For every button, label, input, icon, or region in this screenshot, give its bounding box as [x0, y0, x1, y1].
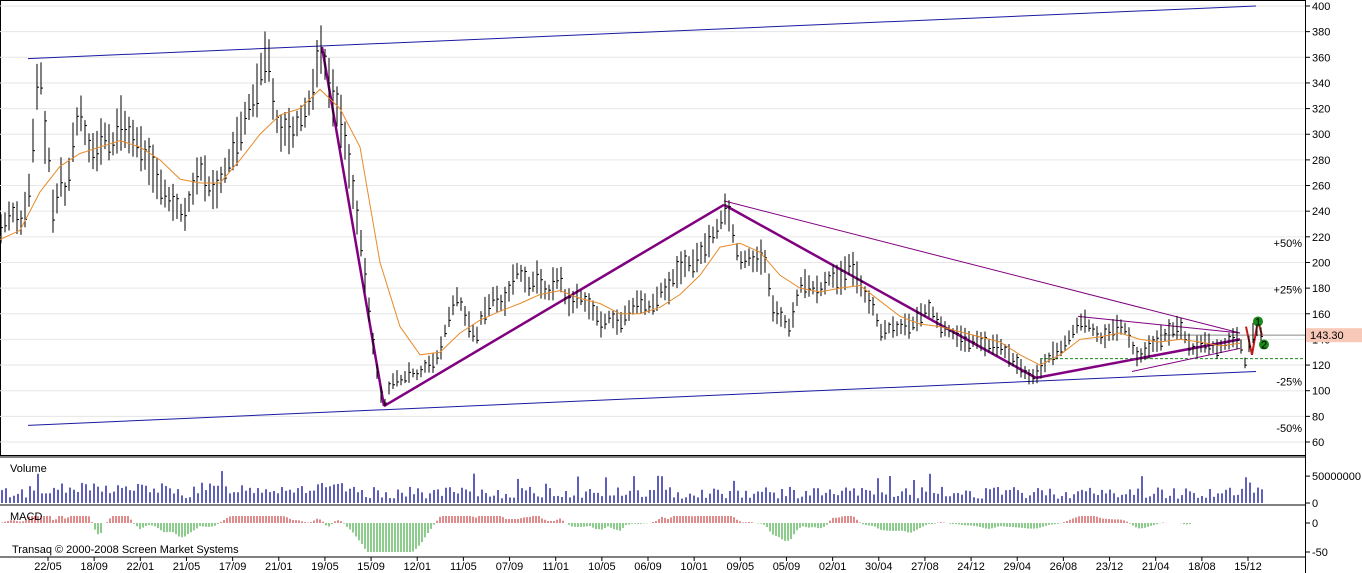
price-gridlines: [0, 5, 1305, 443]
wave-marker-label: 2: [1261, 340, 1267, 352]
price-tick-label: 160: [1312, 309, 1330, 321]
macd-label: MACD: [10, 511, 42, 523]
x-tick-label: 24/12: [957, 561, 985, 573]
price-tick-label: 60: [1312, 437, 1324, 449]
price-tick-label: 100: [1312, 386, 1330, 398]
macd-bars: [1, 516, 1191, 552]
wave-marker-label: 1: [1255, 316, 1261, 328]
price-tick-label: 280: [1312, 155, 1330, 167]
price-tick-label: 80: [1312, 411, 1324, 423]
price-tick-label: 260: [1312, 181, 1330, 193]
trendline: [27, 370, 1257, 426]
price-tick-label: 400: [1312, 1, 1330, 13]
volume-bars: [1, 471, 1263, 503]
trendline: [383, 203, 725, 408]
price-panel-border: [0, 0, 1306, 456]
x-tick-label: 30/04: [865, 561, 893, 573]
wave-marker: [1259, 339, 1269, 350]
trendline: [723, 200, 1241, 334]
trendlines: [27, 5, 1263, 426]
trendline: [320, 46, 386, 407]
price-tick-label: 360: [1312, 52, 1330, 64]
price-tick-label: 200: [1312, 257, 1330, 269]
price-bars: [0, 25, 1263, 407]
trendline: [27, 5, 1257, 60]
x-tick-label: 10/01: [680, 561, 708, 573]
percent-level-label: +50%: [1274, 238, 1303, 250]
trendline: [1131, 347, 1241, 372]
percent-level-label: -50%: [1276, 423, 1302, 435]
price-tick-label: 240: [1312, 206, 1330, 218]
last-price-box: [1306, 328, 1362, 343]
price-tick-label: 120: [1312, 360, 1330, 372]
x-tick-label: 05/09: [773, 561, 801, 573]
x-tick-label: 15/12: [1234, 561, 1262, 573]
x-tick-label: 21/04: [1142, 561, 1170, 573]
x-tick-label: 22/01: [127, 561, 155, 573]
moving-average-line: [0, 88, 1241, 366]
trendline: [1077, 315, 1241, 334]
volume-tick-label: 0: [1312, 498, 1318, 510]
percent-level-label: -25%: [1276, 377, 1302, 389]
x-tick-label: 09/05: [727, 561, 755, 573]
x-tick-label: 21/05: [173, 561, 201, 573]
panel-frames: [0, 0, 1306, 573]
trendline: [723, 203, 1037, 379]
axis-labels: 6080100120140160180200220240260280300320…: [34, 1, 1362, 573]
x-tick-label: 15/09: [357, 561, 385, 573]
price-tick-label: 380: [1312, 27, 1330, 39]
x-tick-label: 27/08: [911, 561, 939, 573]
x-tick-label: 26/08: [1050, 561, 1078, 573]
copyright-text: Transaq © 2000-2008 Screen Market System…: [12, 544, 239, 556]
x-tick-label: 22/05: [34, 561, 62, 573]
trendline: [1035, 338, 1241, 380]
x-tick-label: 29/04: [1003, 561, 1031, 573]
price-tick-label: 220: [1312, 232, 1330, 244]
x-tick-label: 02/01: [819, 561, 847, 573]
moving-average: [0, 88, 1241, 366]
x-tick-label: 18/08: [1188, 561, 1216, 573]
last-price-label: 143.30: [1310, 330, 1344, 342]
x-tick-label: 19/05: [311, 561, 339, 573]
x-tick-label: 21/01: [265, 561, 293, 573]
percent-level-label: +25%: [1274, 284, 1303, 296]
price-tick-label: 300: [1312, 129, 1330, 141]
x-tick-label: 06/09: [634, 561, 662, 573]
macd-tick-label: 0: [1312, 518, 1318, 530]
x-tick-label: 18/09: [80, 561, 108, 573]
volume-label: Volume: [10, 463, 47, 475]
x-tick-label: 23/12: [1096, 561, 1124, 573]
x-tick-label: 10/05: [588, 561, 616, 573]
wave-marker: [1253, 316, 1263, 327]
x-tick-label: 11/01: [542, 561, 569, 573]
x-tick-label: 12/01: [403, 561, 431, 573]
volume-tick-label: 50000000: [1312, 471, 1361, 483]
x-tick-label: 11/05: [450, 561, 477, 573]
price-tick-label: 340: [1312, 78, 1330, 90]
macd-tick-label: -50: [1312, 547, 1328, 559]
x-tick-label: 07/09: [496, 561, 524, 573]
x-tick-label: 17/09: [219, 561, 247, 573]
price-tick-label: 180: [1312, 283, 1330, 295]
price-tick-label: 320: [1312, 104, 1330, 116]
